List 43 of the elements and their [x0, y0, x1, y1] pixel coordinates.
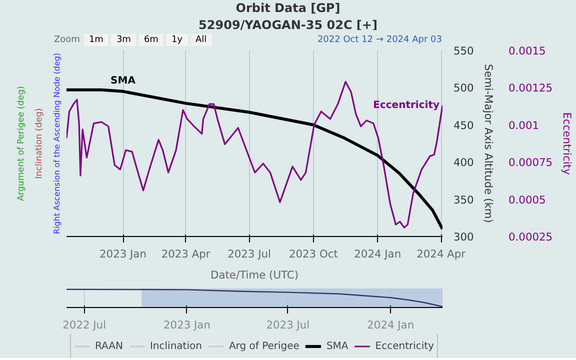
- x-tick-label: 2023 Oct: [288, 248, 338, 260]
- legend-label: SMA: [326, 340, 348, 352]
- x-tick-label: 2023 Jan: [100, 248, 146, 260]
- text: SMA: [110, 75, 136, 86]
- y2-tick-label: 500: [454, 82, 474, 95]
- text: 1y: [166, 34, 188, 46]
- y2-tick-label: 350: [454, 193, 474, 206]
- x-axis-title: Date/Time (UTC): [210, 268, 298, 282]
- y3-tick-label: 0.00075: [508, 156, 553, 170]
- y3-tick-label: 0.0015: [508, 44, 546, 58]
- x-tick-label: 2024 Jan: [354, 248, 402, 260]
- y3-axis-title: Eccentricity: [560, 112, 574, 175]
- x-tick-label: 2022 Jul: [62, 318, 106, 332]
- y3-tick-label: 0.00025: [508, 230, 553, 244]
- text: 2022 Oct 12 → 2024 Apr 03: [317, 34, 442, 47]
- x-tick-label: 2023 Jul: [228, 248, 271, 260]
- text: 1m: [84, 34, 108, 46]
- text: 6m: [138, 34, 164, 46]
- y3-tick-label: 0.0005: [508, 193, 546, 206]
- y3-tick-label: 0.001: [508, 118, 540, 132]
- x-tick-label: 2024 Apr: [416, 248, 466, 260]
- chart-title: Orbit Data [GP]: [236, 1, 340, 15]
- text: Eccentricity: [373, 100, 440, 112]
- x-tick-label: 2023 Jul: [266, 318, 310, 332]
- y2-tick-label: 550: [454, 44, 474, 58]
- legend-label: RAAN: [94, 340, 123, 352]
- y2-tick-label: 300: [454, 230, 474, 244]
- text: Zoom: [54, 35, 80, 45]
- y-axis-title: Right Ascension of the Ascending Node (deg): [52, 52, 62, 234]
- y2-tick-label: 450: [454, 118, 474, 132]
- legend-label: Inclination: [150, 340, 202, 352]
- y2-tick-label: 400: [454, 156, 474, 170]
- y3-tick-label: 0.00125: [508, 82, 553, 95]
- legend-label: Arg of Perigee: [228, 340, 300, 352]
- x-tick-label: 2023 Apr: [161, 248, 211, 260]
- legend-label: Eccentricity: [375, 340, 434, 352]
- text: All: [190, 34, 212, 46]
- text: Argument of Perigee (deg): [16, 86, 26, 201]
- text: Inclination (deg): [34, 108, 44, 179]
- x-tick-label: 2023 Jan: [164, 318, 210, 332]
- x-tick-label: 2024 Jan: [367, 318, 414, 332]
- y2-axis-title: Semi-Major Axis Altitude (km): [482, 64, 495, 223]
- text: 3m: [111, 34, 136, 46]
